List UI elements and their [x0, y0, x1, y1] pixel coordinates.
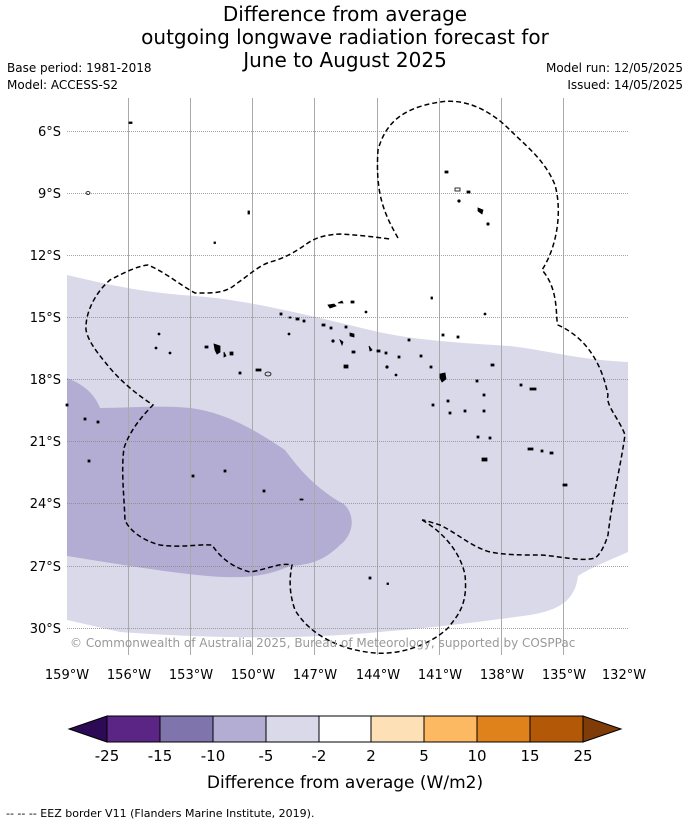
- lon-label-135w: 135°W: [542, 668, 586, 683]
- colorbar-tick-label: -15: [148, 747, 173, 765]
- eez-legend-note: -- -- -- EEZ border V11 (Flanders Marine…: [6, 807, 315, 820]
- colorbar-tick-label: -25: [95, 747, 120, 765]
- graticule: [67, 98, 628, 655]
- colorbar-tick-label: -5: [259, 747, 274, 765]
- lon-label-141w: 141°W: [418, 668, 462, 683]
- colorbar-low-extension: [67, 715, 108, 743]
- colorbar-bin-6: [370, 715, 425, 743]
- colorbar-bin-1: [106, 715, 161, 743]
- lon-label-153w: 153°W: [169, 668, 213, 683]
- lat-label-6s: 6°S: [38, 125, 61, 140]
- colorbar-bin-3: [212, 715, 267, 743]
- colorbar-bin-9: [529, 715, 584, 743]
- lat-label-24s: 24°S: [30, 497, 61, 512]
- lon-label-159w: 159°W: [45, 668, 89, 683]
- colorbar-bin-5: [318, 715, 372, 743]
- model-name: Model: ACCESS-S2: [7, 78, 119, 92]
- lon-label-138w: 138°W: [480, 668, 524, 683]
- colorbar-title: Difference from average (W/m2): [207, 773, 483, 793]
- colorbar-tick-label: 15: [520, 747, 539, 765]
- issued-date: Issued: 14/05/2025: [567, 78, 683, 92]
- colorbar-tick-label: 10: [467, 747, 486, 765]
- anomaly-region-medium: [67, 378, 352, 578]
- base-period: Base period: 1981-2018: [7, 61, 152, 75]
- colorbar-bin-2: [159, 715, 214, 743]
- colorbar-bin-7: [423, 715, 478, 743]
- title-line-1: Difference from average: [222, 2, 468, 26]
- lon-label-147w: 147°W: [293, 668, 337, 683]
- lat-label-9s: 9°S: [38, 187, 61, 202]
- title-line-2: outgoing longwave radiation forecast for: [141, 25, 549, 49]
- colorbar-bin-8: [476, 715, 531, 743]
- colorbar-tick-label: -10: [201, 747, 226, 765]
- lat-label-15s: 15°S: [30, 311, 61, 326]
- colorbar-tick-label: -2: [312, 747, 327, 765]
- lat-label-12s: 12°S: [30, 249, 61, 264]
- colorbar-bin-4: [265, 715, 320, 743]
- island-coastlines: [65, 121, 568, 585]
- lon-label-144w: 144°W: [356, 668, 400, 683]
- lat-label-18s: 18°S: [30, 373, 61, 388]
- title-line-3: June to August 2025: [243, 48, 447, 72]
- copyright-notice: © Commonwealth of Australia 2025, Bureau…: [70, 636, 575, 650]
- lat-label-21s: 21°S: [30, 435, 61, 450]
- lon-label-156w: 156°W: [107, 668, 151, 683]
- colorbar-tick-label: 5: [419, 747, 429, 765]
- model-run: Model run: 12/05/2025: [545, 61, 683, 75]
- colorbar: [67, 715, 623, 743]
- lat-label-30s: 30°S: [30, 622, 61, 637]
- lon-label-150w: 150°W: [231, 668, 275, 683]
- lon-label-132w: 132°W: [602, 668, 646, 683]
- lat-label-27s: 27°S: [30, 560, 61, 575]
- colorbar-tick-label: 25: [573, 747, 592, 765]
- eez-borders: [85, 100, 626, 654]
- colorbar-high-extension: [582, 715, 623, 743]
- colorbar-tick-label: 2: [366, 747, 376, 765]
